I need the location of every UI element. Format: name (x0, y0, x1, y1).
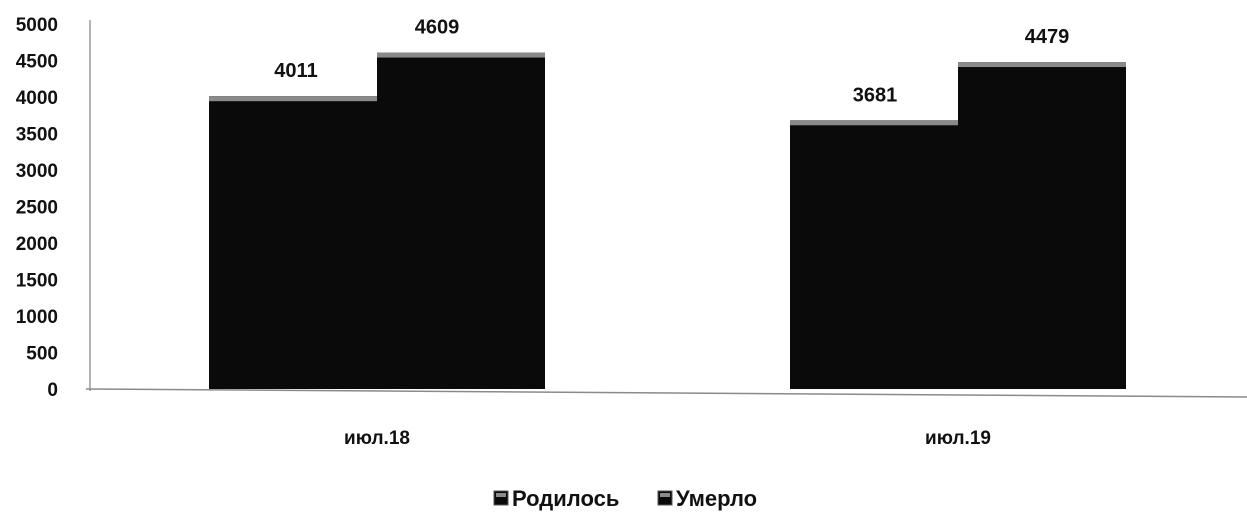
y-tick-label: 500 (26, 344, 58, 365)
x-category-label: июл.18 (344, 428, 410, 449)
x-axis-line (85, 388, 1247, 398)
y-tick-label: 0 (47, 380, 58, 401)
data-label: 3681 (853, 84, 898, 106)
legend: Родилось Умерло (493, 486, 757, 511)
legend-swatch-highlight (496, 493, 506, 497)
legend-label: Родилось (512, 486, 619, 511)
y-tick-label: 1000 (16, 307, 58, 328)
bars (209, 52, 1126, 390)
data-labels: 4011 4609 3681 4479 (274, 17, 1069, 107)
legend-label: Умерло (676, 486, 757, 511)
bar-top-edge (958, 62, 1126, 68)
bar-top-edge (209, 96, 377, 102)
y-tick-label: 1500 (16, 271, 58, 292)
y-tick-label: 4000 (16, 88, 58, 109)
y-axis: 0 500 1000 1500 2000 2500 3000 3500 4000 4500 5000 (16, 15, 91, 401)
x-category-label: июл.19 (925, 428, 991, 449)
bar-died-1 (377, 52, 545, 389)
y-tick-label: 2000 (16, 234, 58, 255)
x-axis: июл.18 июл.19 (85, 388, 1247, 449)
y-tick-label: 3000 (16, 161, 58, 182)
y-tick-label: 5000 (16, 15, 58, 36)
bar-top-edge (790, 120, 958, 126)
bar-top-edge (377, 52, 545, 58)
bar-died-2 (958, 62, 1126, 390)
bar-born-2 (790, 120, 958, 390)
data-label: 4609 (415, 17, 460, 39)
data-label: 4011 (274, 60, 317, 82)
legend-swatch-highlight (660, 493, 670, 497)
data-label: 4479 (1025, 26, 1070, 48)
y-tick-label: 4500 (16, 52, 58, 73)
bar-born-1 (209, 96, 377, 390)
y-tick-label: 3500 (16, 125, 58, 146)
y-tick-label: 2500 (16, 198, 58, 219)
